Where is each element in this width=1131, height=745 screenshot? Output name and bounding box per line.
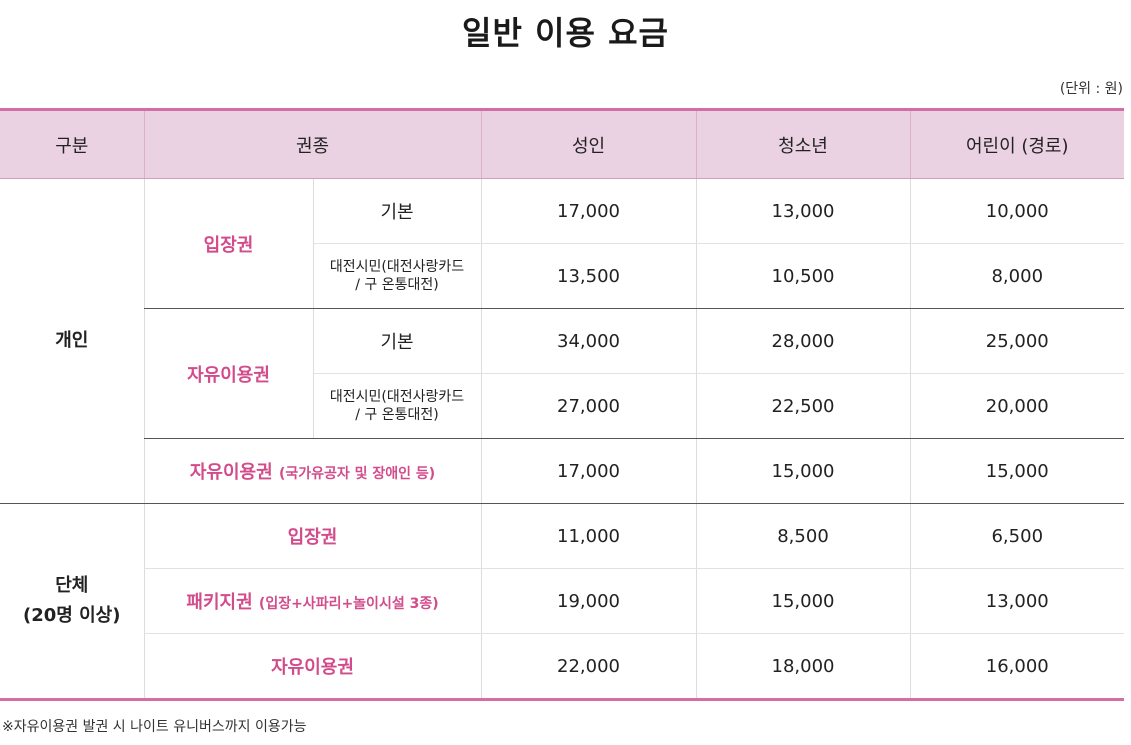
header-child: 어린이 (경로) — [909, 108, 1124, 179]
price-child: 25,000 — [909, 308, 1124, 374]
table-row: 단체 (20명 이상) 입장권 11,000 8,500 6,500 — [0, 503, 1124, 701]
ticket-freepass-merit-sub: (국가유공자 및 장애인 등) — [278, 466, 436, 482]
price-adult: 27,000 — [480, 373, 696, 439]
header-category: 구분 — [0, 108, 144, 179]
price-child: 6,500 — [909, 503, 1124, 569]
ticket-freepass-merit-label: 자유이용권 — [189, 462, 273, 483]
table-row: 자유이용권 기본 34,000 28,000 25,000 — [0, 308, 1124, 439]
subtype-basic: 기본 — [312, 308, 481, 374]
price-youth: 15,000 — [695, 438, 910, 504]
group-team: 단체 (20명 이상) — [0, 503, 144, 701]
price-child: 20,000 — [909, 373, 1124, 439]
table-row: 자유이용권 22,000 18,000 16,000 — [0, 633, 1124, 701]
table-row: 대전시민(대전사랑카드 / 구 온통대전) 13,500 10,500 8,00… — [0, 243, 1124, 309]
group-team-line2: (20명 이상) — [23, 605, 121, 626]
price-child: 15,000 — [909, 438, 1124, 504]
price-youth: 22,500 — [695, 373, 910, 439]
ticket-freepass-merit: 자유이용권 (국가유공자 및 장애인 등) — [143, 438, 481, 504]
table-row: 대전시민(대전사랑카드 / 구 온통대전) 27,000 22,500 20,0… — [0, 373, 1124, 439]
header-adult: 성인 — [480, 108, 696, 179]
footnote: ※자유이용권 발권 시 나이트 유니버스까지 이용가능 — [2, 719, 307, 735]
page-title: 일반 이용 요금 — [462, 14, 669, 52]
price-adult: 17,000 — [480, 438, 696, 504]
ticket-group-package-label: 패키지권 — [186, 592, 253, 613]
price-youth: 18,000 — [695, 633, 910, 701]
table-row: 자유이용권 (국가유공자 및 장애인 등) 17,000 15,000 15,0… — [0, 438, 1124, 504]
price-adult: 11,000 — [480, 503, 696, 569]
price-youth: 13,000 — [695, 178, 910, 244]
price-youth: 10,500 — [695, 243, 910, 309]
table-header-row: 구분 권종 성인 청소년 어린이 (경로) — [0, 108, 1124, 179]
ticket-group-freepass: 자유이용권 — [143, 633, 481, 701]
subtype-citizen-line2: / 구 온통대전) — [355, 407, 439, 423]
price-adult: 13,500 — [480, 243, 696, 309]
subtype-citizen: 대전시민(대전사랑카드 / 구 온통대전) — [312, 243, 481, 309]
group-team-line1: 단체 — [55, 575, 89, 596]
price-adult: 22,000 — [480, 633, 696, 701]
unit-note: (단위 : 원) — [1059, 81, 1123, 97]
ticket-group-package: 패키지권 (입장+사파리+놀이시설 3종) — [143, 568, 481, 634]
subtype-citizen-line1: 대전시민(대전사랑카드 — [329, 389, 465, 405]
table-row: 개인 입장권 기본 17,000 13,000 10,000 — [0, 178, 1124, 504]
price-table: 구분 권종 성인 청소년 어린이 (경로) 개인 입장권 기본 17,000 1… — [0, 108, 1124, 701]
header-youth: 청소년 — [695, 108, 910, 179]
ticket-freepass: 자유이용권 — [143, 308, 313, 439]
subtype-citizen-line1: 대전시민(대전사랑카드 — [329, 259, 465, 275]
price-child: 16,000 — [909, 633, 1124, 701]
header-ticket-type: 권종 — [143, 108, 481, 179]
subtype-citizen-line2: / 구 온통대전) — [355, 277, 439, 293]
price-child: 10,000 — [909, 178, 1124, 244]
ticket-admission: 입장권 — [143, 178, 313, 309]
ticket-group-package-sub: (입장+사파리+놀이시설 3종) — [258, 596, 439, 612]
price-adult: 17,000 — [480, 178, 696, 244]
price-adult: 19,000 — [480, 568, 696, 634]
price-youth: 8,500 — [695, 503, 910, 569]
price-youth: 15,000 — [695, 568, 910, 634]
price-child: 8,000 — [909, 243, 1124, 309]
price-youth: 28,000 — [695, 308, 910, 374]
ticket-group-admission: 입장권 — [143, 503, 481, 569]
price-adult: 34,000 — [480, 308, 696, 374]
subtype-basic: 기본 — [312, 178, 481, 244]
price-child: 13,000 — [909, 568, 1124, 634]
group-individual: 개인 — [0, 178, 144, 504]
subtype-citizen: 대전시민(대전사랑카드 / 구 온통대전) — [312, 373, 481, 439]
table-row: 패키지권 (입장+사파리+놀이시설 3종) 19,000 15,000 13,0… — [0, 568, 1124, 634]
